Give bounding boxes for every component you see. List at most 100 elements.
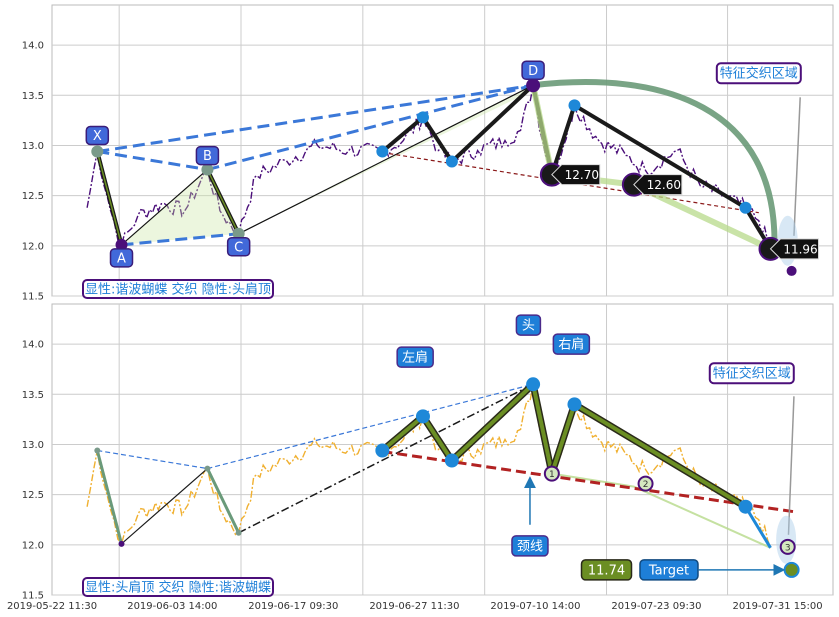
label-left-shoulder-text: 左肩 <box>402 350 428 366</box>
faint-ab <box>121 468 208 545</box>
label-neckline: 颈线 <box>511 535 549 557</box>
hs-point-bottom <box>567 397 582 412</box>
hs-point-top <box>416 111 429 124</box>
harmonic-label-a-box <box>109 248 134 268</box>
target-label-badge: Target <box>639 559 699 581</box>
harmonic-label-b-box <box>195 145 220 166</box>
x-tick-label: 2019-07-23 09:30 <box>611 601 701 612</box>
price-badge-shape <box>769 238 820 260</box>
hs-leg-inner <box>549 403 577 475</box>
target-value-badge-text: 11.74 <box>588 563 625 578</box>
marker-text: 3 <box>785 543 791 553</box>
hs-point-bottom <box>375 443 390 458</box>
y-tick-label: 12.0 <box>22 540 44 551</box>
caption-top-box <box>82 279 274 299</box>
y-tick-label: 14.0 <box>22 41 44 52</box>
hs-leg-last <box>744 505 772 549</box>
harmonic-label-d-text: D <box>528 64 538 79</box>
label-right-shoulder-text: 右肩 <box>558 337 584 353</box>
bottom-panel: 11.5 12.0 12.5 13.0 13.5 14.0 2019-05-22 11:3… <box>7 303 834 612</box>
faint-bd <box>207 383 534 470</box>
hs-leg-top <box>421 116 454 163</box>
faint-point <box>204 465 211 472</box>
y-tick-label: 14.0 <box>22 340 44 351</box>
hs-point-top <box>568 99 581 112</box>
zone-label-bottom: 特征交织区域 <box>708 362 795 385</box>
faint-point <box>118 540 125 547</box>
top-y-ticks: 11.5 12.0 12.5 13.0 13.5 14.0 <box>22 41 44 303</box>
zone-label-top-box <box>715 62 802 85</box>
end-point-top <box>786 265 797 276</box>
faint-bc <box>206 467 241 534</box>
caption-top: 显性:谐波蝴蝶 交织 隐性:头肩顶 <box>82 279 274 299</box>
y-tick-label: 13.5 <box>22 390 44 401</box>
hs-point-bottom <box>738 499 753 514</box>
price-badge-shape <box>551 164 601 186</box>
harmonic-label-a-text: A <box>117 251 126 266</box>
target-label-badge-box <box>639 559 699 581</box>
y-tick-label: 13.0 <box>22 141 44 152</box>
hs-leg-top <box>381 115 425 154</box>
x-tick-label: 2019-05-22 11:30 <box>7 601 97 612</box>
y-tick-label: 12.5 <box>22 191 44 202</box>
label-head: 头 <box>515 314 542 336</box>
bottom-y-ticks: 11.5 12.0 12.5 13.0 13.5 14.0 <box>22 340 44 602</box>
caption-bottom-box <box>82 577 274 597</box>
harmonic-label-x-text: X <box>93 129 102 144</box>
faint-xb <box>97 449 208 470</box>
y-tick-label: 13.0 <box>22 440 44 451</box>
marker-circle <box>779 538 796 555</box>
harmonic-point <box>115 238 128 251</box>
harmonic-label-d-box <box>521 60 545 81</box>
caption-top-text: 显性:谐波蝴蝶 交织 隐性:头肩顶 <box>85 282 271 298</box>
harmonic-label-x-box <box>85 125 110 146</box>
marker-text: 1 <box>549 470 555 480</box>
harmonic-point <box>91 145 104 158</box>
harmonic-label-c: C <box>226 237 251 257</box>
zone-pointer-bottom <box>787 396 795 535</box>
harmonic-label-x: X <box>85 125 110 146</box>
label-neckline-box <box>511 535 549 557</box>
marker-2: 2 <box>637 475 654 492</box>
label-head-text: 头 <box>522 319 535 334</box>
faint-point <box>235 529 242 536</box>
target-value-badge: 11.74 <box>580 559 633 581</box>
hs-point-top <box>376 145 389 158</box>
marker-circle <box>637 475 654 492</box>
pattern-arc <box>532 79 778 249</box>
y-tick-label: 12.0 <box>22 241 44 252</box>
target-point <box>783 561 800 578</box>
harmonic-point <box>201 163 214 176</box>
price-badge-text: 11.96 <box>783 242 817 256</box>
price-badge-text: 12.60 <box>647 178 681 192</box>
top-panel: 11.5 12.0 12.5 13.0 13.5 14.0 X A B C D 12.70 12.60… <box>22 4 834 303</box>
y-tick-label: 11.5 <box>22 591 44 602</box>
label-head-box <box>515 314 542 336</box>
price-badge-shape <box>633 174 683 196</box>
harmonic-label-d: D <box>521 60 545 81</box>
marker-1: 1 <box>543 465 560 482</box>
harmonic-point <box>526 78 541 93</box>
hs-leg-inner <box>573 402 747 509</box>
label-left-shoulder-box <box>396 346 434 368</box>
zone-pointer-top <box>793 97 801 236</box>
zone-label-top: 特征交织区域 <box>715 62 802 85</box>
hs-point-top <box>445 155 458 168</box>
hs-leg-inner <box>450 382 535 462</box>
price-badge: 12.60 <box>621 172 683 197</box>
zone-label-bottom-text: 特征交织区域 <box>713 366 791 382</box>
x-tick-label: 2019-06-27 11:30 <box>369 601 459 612</box>
price-badge: 11.96 <box>758 236 820 261</box>
harmonic-point <box>232 227 245 240</box>
hs-leg-inner <box>421 415 454 462</box>
leg-xb <box>97 150 208 172</box>
hs-leg-inner <box>531 383 554 474</box>
marker-text: 2 <box>643 480 649 490</box>
hs-point-bottom <box>444 453 459 468</box>
hs-leg-inner <box>381 414 425 453</box>
hs-point-bottom <box>415 409 430 424</box>
projection-path-bottom <box>551 472 771 549</box>
